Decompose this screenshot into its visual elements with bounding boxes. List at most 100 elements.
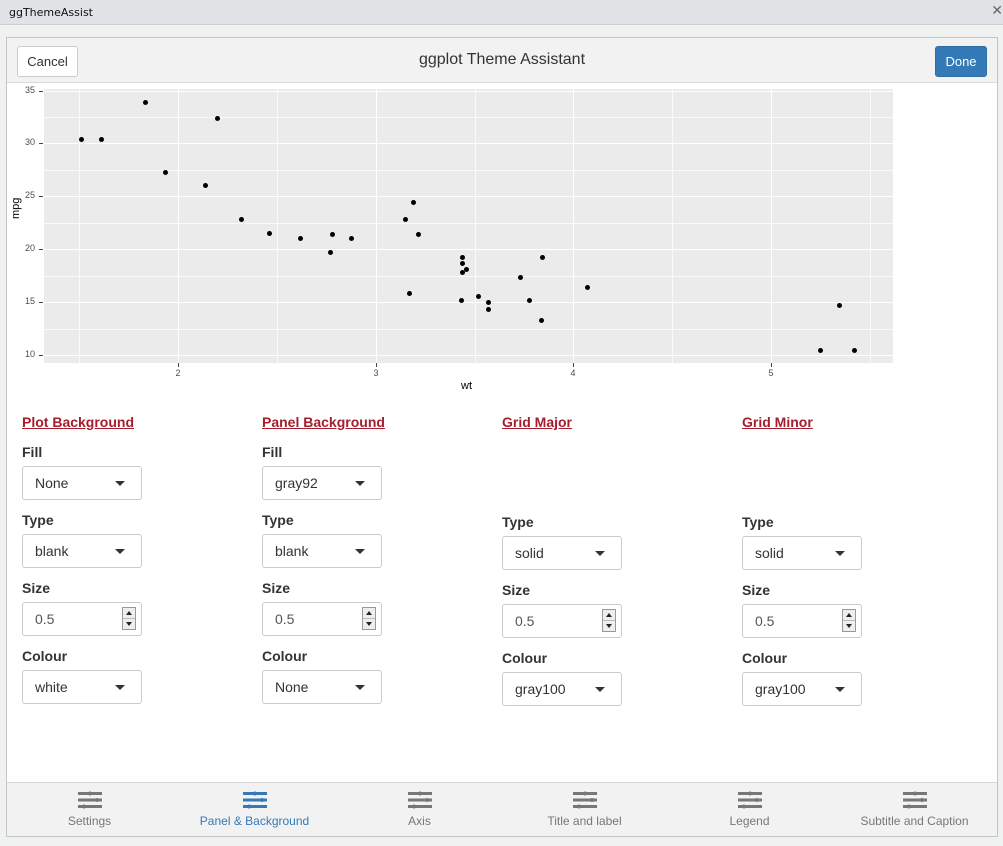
data-point [402, 217, 408, 223]
y-tick-label: 35 [24, 85, 35, 95]
tab-label: Axis [408, 814, 431, 828]
tab-settings[interactable]: Settings [7, 783, 172, 837]
grid-major-type-select[interactable]: solid [502, 536, 622, 570]
size-label: Size [22, 580, 51, 596]
data-point [836, 302, 842, 308]
spinner[interactable] [122, 607, 136, 630]
data-point [476, 294, 481, 300]
tab-bar: Settings Panel & Background Axis Title a… [7, 782, 997, 836]
grid-minor-colour-select[interactable]: gray100 [742, 672, 862, 706]
data-point [459, 297, 465, 303]
colour-label: Colour [502, 650, 548, 666]
data-point [327, 249, 333, 255]
tab-subtitle-and-caption[interactable]: Subtitle and Caption [832, 783, 997, 837]
plot-background-type-select[interactable]: blank [22, 534, 142, 568]
data-point [464, 266, 470, 272]
panel-background-fill-select[interactable]: gray92 [262, 466, 382, 500]
data-point [540, 255, 546, 261]
window-titlebar: ggThemeAssist ✕ [0, 0, 1003, 25]
tab-label: Panel & Background [199, 814, 310, 828]
sliders-icon [572, 791, 597, 809]
grid-major-colour-select[interactable]: gray100 [502, 672, 622, 706]
type-label: Type [22, 512, 54, 528]
done-button[interactable]: Done [935, 46, 987, 77]
panel-background-section: Panel Background Fill gray92 Type blank … [262, 414, 502, 718]
spin-down-icon[interactable] [606, 624, 612, 628]
grid-minor-type-select[interactable]: solid [742, 536, 862, 570]
caret-down-icon [115, 481, 125, 486]
data-point [348, 236, 354, 242]
data-point [485, 307, 491, 312]
data-point [142, 99, 148, 105]
data-point [99, 136, 105, 142]
colour-label: Colour [742, 650, 788, 666]
section-title-plot-background[interactable]: Plot Background [22, 414, 135, 430]
data-point [215, 115, 220, 121]
y-tick [39, 355, 43, 356]
caret-down-icon [355, 685, 365, 690]
window-title: ggThemeAssist [9, 6, 93, 19]
select-value: solid [755, 545, 784, 561]
y-tick-label: 10 [24, 349, 35, 359]
tab-label: Legend [729, 814, 770, 828]
spinner[interactable] [602, 609, 616, 632]
sliders-icon [77, 791, 102, 809]
data-point [527, 297, 533, 303]
section-title-grid-minor[interactable]: Grid Minor [742, 414, 813, 430]
data-point [460, 255, 466, 261]
grid-minor-size-input[interactable]: 0.5 [742, 604, 862, 638]
spin-down-icon[interactable] [366, 622, 372, 626]
plot-background-size-input[interactable]: 0.5 [22, 602, 142, 636]
spin-up-icon[interactable] [126, 611, 132, 615]
y-tick [39, 249, 43, 250]
colour-label: Colour [22, 648, 68, 664]
y-tick-label: 15 [24, 296, 35, 306]
data-point [79, 136, 85, 142]
theme-assistant-dialog: Cancel ggplot Theme Assistant Done 10 15 2… [6, 37, 998, 837]
panel-background-type-select[interactable]: blank [262, 534, 382, 568]
tab-title-and-label[interactable]: Title and label [502, 783, 667, 837]
data-point [298, 236, 304, 242]
select-value: None [275, 679, 309, 695]
caret-down-icon [355, 481, 365, 486]
data-point [267, 230, 273, 236]
plot-panel [44, 89, 893, 363]
x-tick [178, 363, 179, 367]
data-point [406, 291, 412, 297]
spinner[interactable] [362, 607, 376, 630]
grid-major-size-input[interactable]: 0.5 [502, 604, 622, 638]
section-title-grid-major[interactable]: Grid Major [502, 414, 573, 430]
size-label: Size [742, 582, 771, 598]
panel-background-colour-select[interactable]: None [262, 670, 382, 704]
panel-background-size-input[interactable]: 0.5 [262, 602, 382, 636]
section-title-panel-background[interactable]: Panel Background [262, 414, 385, 430]
spin-down-icon[interactable] [846, 624, 852, 628]
spinner[interactable] [842, 609, 856, 632]
y-tick [39, 302, 43, 303]
spin-up-icon[interactable] [606, 613, 612, 617]
plot-background-colour-select[interactable]: white [22, 670, 142, 704]
tab-legend[interactable]: Legend [667, 783, 832, 837]
data-point [460, 260, 466, 266]
tab-axis[interactable]: Axis [337, 783, 502, 837]
x-tick [771, 363, 772, 367]
input-value: 0.5 [755, 613, 775, 629]
spin-down-icon[interactable] [126, 622, 132, 626]
tab-label: Subtitle and Caption [860, 814, 969, 828]
select-value: None [35, 475, 69, 491]
x-tick [376, 363, 377, 367]
caret-down-icon [595, 687, 605, 692]
tab-panel-background[interactable]: Panel & Background [172, 783, 337, 837]
caret-down-icon [835, 687, 845, 692]
spin-up-icon[interactable] [366, 611, 372, 615]
data-point [203, 183, 209, 189]
plot-background-fill-select[interactable]: None [22, 466, 142, 500]
close-icon[interactable]: ✕ [991, 3, 1003, 19]
spin-up-icon[interactable] [846, 613, 852, 617]
tab-label: Title and label [547, 814, 622, 828]
select-value: solid [515, 545, 544, 561]
cancel-button[interactable]: Cancel [17, 46, 78, 77]
data-point [539, 317, 545, 323]
fill-label: Fill [262, 444, 283, 460]
y-tick [39, 91, 43, 92]
